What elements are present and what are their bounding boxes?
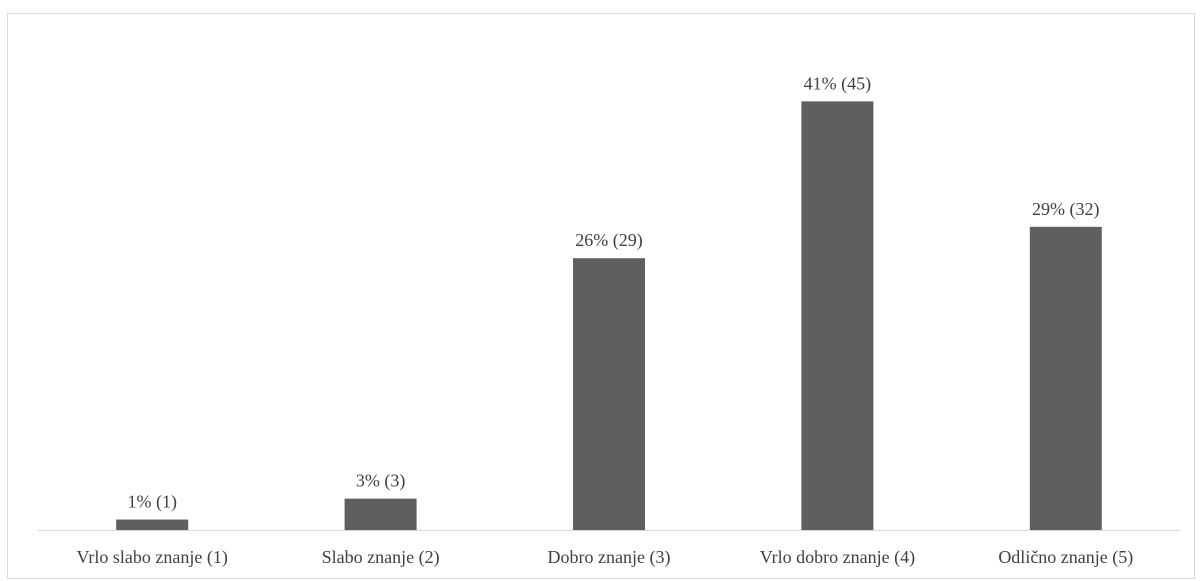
bar-3 [573, 258, 645, 530]
data-label-4: 41% (45) [804, 73, 871, 94]
bar-2 [344, 498, 417, 530]
data-label-1: 1% (1) [127, 492, 176, 513]
data-label-3: 26% (29) [575, 230, 642, 251]
category-label-2: Slabo znanje (2) [322, 547, 440, 568]
category-label-5: Odlično znanje (5) [998, 547, 1133, 568]
data-label-2: 3% (3) [356, 471, 405, 492]
category-label-3: Dobro znanje (3) [548, 547, 671, 568]
category-label-1: Vrlo slabo znanje (1) [77, 547, 228, 568]
data-label-5: 29% (32) [1032, 199, 1099, 220]
data-labels-layer: 1% (1) 3% (3) 26% (29) 41% (45) 29% (32) [127, 73, 1099, 512]
bar-4 [801, 101, 874, 530]
bar-5 [1029, 226, 1102, 530]
bars-layer [116, 101, 1102, 530]
bar-1 [116, 519, 189, 530]
category-labels-layer: Vrlo slabo znanje (1) Slabo znanje (2) Dob… [77, 547, 1134, 568]
category-label-4: Vrlo dobro znanje (4) [760, 547, 915, 568]
